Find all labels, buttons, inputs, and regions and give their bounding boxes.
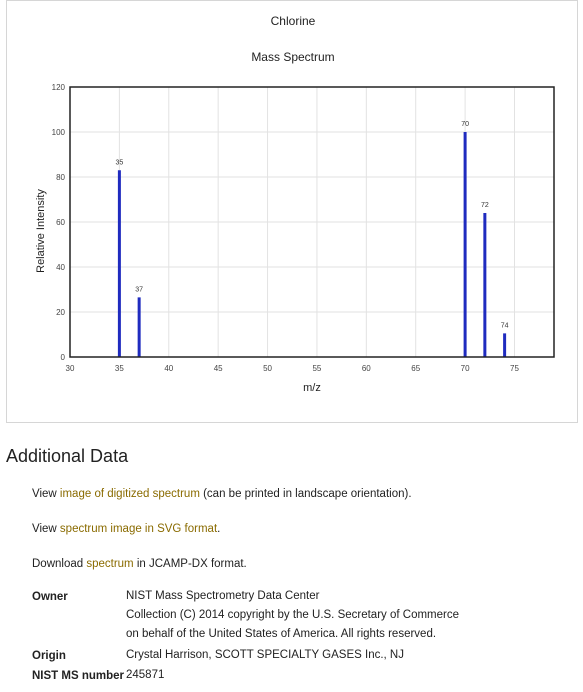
owner-line: Collection (C) 2014 copyright by the U.S… (126, 609, 459, 621)
digitized-image-line: View image of digitized spectrum (can be… (32, 488, 412, 500)
svg-image-line: View spectrum image in SVG format. (32, 523, 220, 535)
peak-label: 37 (135, 286, 143, 293)
peak-bar (503, 333, 507, 357)
plot-frame (69, 86, 555, 358)
x-tick-label: 35 (115, 364, 124, 373)
nist-ms-number-value: 245871 (126, 669, 165, 681)
svg-image-link[interactable]: spectrum image in SVG format (59, 523, 218, 535)
owner-label: Owner (32, 591, 68, 603)
x-tick-label: 60 (362, 364, 371, 373)
origin-value: Crystal Harrison, SCOTT SPECIALTY GASES … (126, 649, 404, 661)
origin-label: Origin (32, 650, 66, 662)
peak-bars: 35 37 70 72 74 (115, 121, 509, 357)
grid-lines (69, 86, 554, 358)
nist-ms-number-label: NIST MS number (32, 670, 125, 682)
y-tick-label: 100 (52, 128, 66, 137)
x-tick-label: 55 (312, 364, 321, 373)
owner-value: NIST Mass Spectrometry Data Center Colle… (126, 587, 459, 644)
spectrum-chart-panel: Chlorine Mass Spectrum 30 35 40 45 50 55 60 65 7… (6, 0, 578, 423)
peak-bar (483, 213, 487, 357)
line-suffix: in JCAMP-DX format. (133, 558, 247, 570)
peak-bar (137, 297, 141, 357)
jcamp-spectrum-link[interactable]: spectrum (86, 558, 134, 570)
y-tick-label: 40 (56, 263, 65, 272)
line-prefix: View (32, 488, 60, 500)
peak-bar (117, 170, 121, 357)
y-axis-title: Relative Intensity (35, 189, 47, 273)
y-tick-label: 80 (56, 173, 65, 182)
owner-line: NIST Mass Spectrometry Data Center (126, 590, 320, 602)
x-tick-label: 70 (461, 364, 470, 373)
chart-subtitle: Mass Spectrum (251, 50, 334, 64)
peak-bar (463, 132, 467, 357)
y-tick-label: 0 (61, 353, 66, 362)
peak-label: 70 (461, 121, 469, 128)
x-tick-label: 40 (164, 364, 173, 373)
y-tick-label: 120 (52, 83, 66, 92)
x-tick-label: 30 (66, 364, 75, 373)
y-tick-label: 60 (56, 218, 65, 227)
line-suffix: (can be printed in landscape orientation… (199, 488, 412, 500)
x-tick-label: 65 (411, 364, 420, 373)
y-tick-label: 20 (56, 308, 65, 317)
peak-label: 74 (501, 322, 509, 329)
digitized-spectrum-link[interactable]: image of digitized spectrum (59, 488, 200, 500)
chart-title: Chlorine (271, 14, 316, 28)
line-prefix: Download (32, 558, 87, 570)
tick-labels: 30 35 40 45 50 55 60 65 70 75 0 20 40 60 80 100 120 (52, 83, 520, 373)
owner-line: on behalf of the United States of Americ… (126, 628, 437, 640)
line-suffix: . (217, 523, 221, 535)
jcamp-download-line: Download spectrum in JCAMP-DX format. (32, 558, 247, 570)
x-tick-label: 45 (214, 364, 223, 373)
x-tick-label: 75 (510, 364, 519, 373)
x-axis-title: m/z (303, 382, 321, 394)
peak-label: 72 (481, 202, 489, 209)
x-tick-label: 50 (263, 364, 272, 373)
additional-data-heading: Additional Data (6, 446, 129, 466)
line-prefix: View (32, 523, 60, 535)
peak-label: 35 (115, 159, 123, 166)
spectrum-chart: Chlorine Mass Spectrum 30 35 40 45 50 55 60 65 7… (35, 14, 555, 394)
